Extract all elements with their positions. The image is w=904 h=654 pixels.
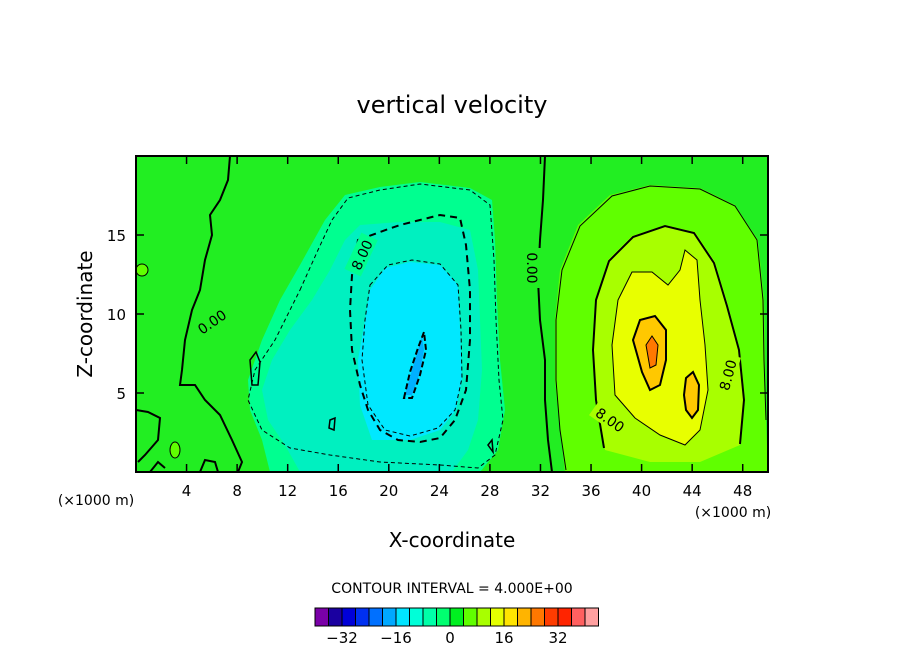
colorbar-tick-label: −16 xyxy=(380,629,412,647)
contour-fill-minus-16 xyxy=(405,335,424,395)
contour-line-small-left xyxy=(136,263,149,277)
colorbar-swatch xyxy=(382,607,397,627)
colorbar-swatch xyxy=(490,607,505,627)
colorbar-swatch xyxy=(314,607,329,627)
svg-text:8.00: 8.00 xyxy=(717,358,741,392)
x-tick-label: 4 xyxy=(182,482,192,500)
x-tick-label: 40 xyxy=(632,482,651,500)
contour-line-minus-12 xyxy=(361,259,463,437)
colorbar-swatch xyxy=(422,607,437,627)
x-tick-label: 44 xyxy=(683,482,702,500)
contour-line-plus-8 xyxy=(591,224,746,449)
plot-area xyxy=(136,156,768,472)
contour-line-small-bl xyxy=(169,441,181,459)
contour-line-minus-4 xyxy=(247,183,504,469)
contour-line-zero-bottom xyxy=(136,409,162,463)
colorbar-swatch xyxy=(395,607,410,627)
contour-line-zero-right xyxy=(536,156,553,472)
y-tick-label: 15 xyxy=(107,227,126,245)
contour-line-zero-left xyxy=(178,156,244,472)
chart-title: vertical velocity xyxy=(357,91,548,119)
x-tick-label: 48 xyxy=(733,482,752,500)
x-tick-label: 32 xyxy=(531,482,550,500)
x-tick-label: 24 xyxy=(430,482,449,500)
x-tick-label: 12 xyxy=(278,482,297,500)
colorbar: −32 −16 0 16 32 xyxy=(314,607,599,647)
colorbar-swatch xyxy=(449,607,464,627)
contour-line-plus-4 xyxy=(555,185,767,471)
contour-line-plus-16 xyxy=(631,314,667,392)
contour-label-zero-right: 0.00 xyxy=(523,248,542,288)
colorbar-swatch xyxy=(544,607,559,627)
colorbar-tick-label: −32 xyxy=(326,629,358,647)
y-axis: 5 10 15 xyxy=(107,227,768,403)
colorbar-tick-label: 0 xyxy=(445,629,455,647)
colorbar-tick-label: 16 xyxy=(494,629,513,647)
colorbar-swatch xyxy=(584,607,599,627)
colorbar-swatch xyxy=(409,607,424,627)
colorbar-swatch xyxy=(503,607,518,627)
contour-interval-text: CONTOUR INTERVAL = 4.000E+00 xyxy=(331,581,572,597)
y-axis-label: Z-coordinate xyxy=(73,250,97,377)
colorbar-swatch xyxy=(355,607,370,627)
contour-line-plus-16b xyxy=(682,370,701,420)
x-tick-label: 16 xyxy=(329,482,348,500)
colorbar-swatch xyxy=(517,607,532,627)
x-axis-label: X-coordinate xyxy=(389,528,516,552)
x-tick-label: 28 xyxy=(480,482,499,500)
colorbar-swatch xyxy=(530,607,545,627)
y-tick-label: 10 xyxy=(107,306,126,324)
contour-fill-minus-12 xyxy=(358,262,462,440)
colorbar-swatch xyxy=(476,607,491,627)
svg-text:0.00: 0.00 xyxy=(523,252,539,283)
y-tick-label: 5 xyxy=(116,385,126,403)
contour-line-bottom-wiggle xyxy=(149,458,219,472)
contour-fill-plus-16b xyxy=(684,372,699,418)
contour-label-plus8-right: 8.00 xyxy=(713,353,741,397)
contour-line-plus-20 xyxy=(645,335,659,369)
colorbar-swatch xyxy=(436,607,451,627)
x-tick-label: 8 xyxy=(232,482,242,500)
x-axis: 4 8 12 16 20 24 28 32 36 40 44 48 xyxy=(182,156,752,500)
colorbar-swatch xyxy=(463,607,478,627)
contour-line-minus-8 xyxy=(348,213,471,444)
contour-line-plus-12 xyxy=(611,249,709,446)
x-tick-label: 20 xyxy=(379,482,398,500)
colorbar-swatch xyxy=(368,607,383,627)
colorbar-tick-label: 32 xyxy=(548,629,567,647)
contour-line-small-mid xyxy=(249,350,494,455)
colorbar-swatch xyxy=(328,607,343,627)
colorbar-swatch xyxy=(341,607,356,627)
contour-line-minus-16 xyxy=(402,331,428,399)
x-unit-note-right: (×1000 m) xyxy=(695,505,771,521)
colorbar-swatch xyxy=(571,607,586,627)
x-unit-note-left: (×1000 m) xyxy=(58,493,134,509)
colorbar-swatch xyxy=(557,607,572,627)
x-tick-label: 36 xyxy=(581,482,600,500)
